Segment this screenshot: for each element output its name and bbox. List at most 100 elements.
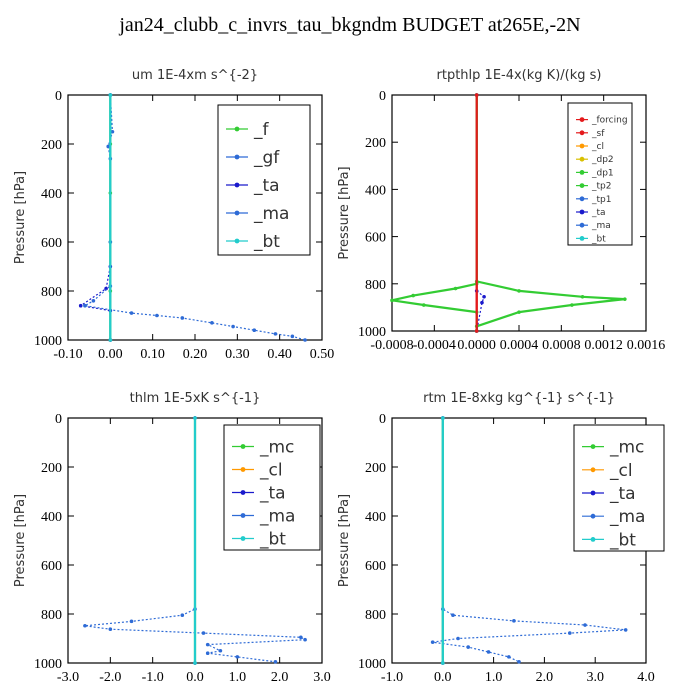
y-tick-label: 200 — [365, 136, 386, 151]
y-tick-label: 200 — [41, 461, 62, 476]
legend-label: _ta — [609, 484, 636, 504]
legend-marker — [240, 444, 246, 449]
data-point — [273, 332, 278, 336]
y-tick-label: 800 — [41, 608, 62, 623]
y-axis-label: Pressure [hPa] — [13, 494, 28, 587]
legend-marker — [579, 196, 585, 202]
data-point — [129, 619, 134, 624]
legend-label: _mc — [609, 438, 644, 458]
x-tick-label: 0.0 — [434, 670, 452, 685]
data-point — [106, 144, 111, 149]
x-tick-label: -3.0 — [57, 670, 79, 685]
data-point — [441, 416, 445, 420]
data-point — [453, 286, 458, 291]
data-point — [235, 655, 240, 659]
data-point — [83, 303, 87, 308]
data-point — [83, 623, 87, 628]
legend-label: _ma — [591, 221, 611, 231]
panel-1: um 1E-4xm s^{-2} Pressure [hPa] -0.10 0.00 0… — [13, 68, 334, 362]
legend-label: _cl — [591, 142, 604, 152]
data-point — [568, 631, 572, 635]
legend-marker — [234, 126, 240, 132]
legend-marker — [234, 210, 240, 216]
data-point — [480, 300, 484, 305]
legend-label: _tp1 — [591, 195, 611, 205]
data-point — [486, 650, 491, 654]
data-point — [507, 655, 511, 659]
legend-box — [217, 104, 311, 256]
y-tick-label: 200 — [365, 461, 386, 476]
y-tick-label: 400 — [41, 187, 62, 202]
legend-marker — [234, 154, 240, 160]
data-point — [517, 289, 521, 293]
y-tick-label: 1000 — [358, 325, 386, 340]
x-tick-label: 0.30 — [225, 347, 250, 362]
x-tick-label: 2.0 — [536, 670, 554, 685]
y-tick-label: 600 — [41, 559, 62, 574]
x-tick-label: 0.0004 — [500, 338, 539, 353]
legend-label: _mc — [259, 438, 294, 458]
legend-label: _gf — [253, 148, 280, 168]
data-point — [482, 294, 486, 299]
legend-marker — [234, 182, 240, 188]
legend-marker — [240, 536, 246, 541]
x-tick-label: 3.0 — [586, 670, 604, 685]
legend-label: _bt — [609, 530, 636, 550]
x-tick-label: 0.0000 — [457, 338, 496, 353]
legend-label: _dp2 — [591, 155, 614, 165]
x-tick-label: 0.00 — [98, 347, 123, 362]
data-point — [205, 642, 210, 647]
x-tick-label: -0.0004 — [413, 338, 456, 353]
series-line-dp1 — [391, 95, 478, 331]
panel-2: rtpthlp 1E-4x(kg K)/(kg s) Pressure [hPa]… — [337, 68, 665, 353]
x-tick-label: -2.0 — [99, 670, 121, 685]
y-tick-label: 400 — [41, 510, 62, 525]
legend-marker — [240, 467, 246, 472]
figure-title: jan24_clubb_c_invrs_tau_bkgndm BUDGET at… — [119, 14, 581, 36]
data-point — [451, 613, 455, 618]
data-point — [570, 303, 574, 307]
data-point — [466, 645, 471, 649]
x-tick-label: 0.20 — [183, 347, 208, 362]
y-axis-label: Pressure [hPa] — [337, 494, 352, 587]
legend-marker — [590, 537, 596, 542]
data-point — [91, 299, 96, 303]
x-tick-label: 0.10 — [140, 347, 165, 362]
data-point — [252, 328, 257, 333]
x-tick-label: -0.0008 — [370, 338, 413, 353]
data-point — [193, 416, 197, 420]
x-tick-label: 1.0 — [485, 670, 503, 685]
x-tick-label: -0.10 — [53, 347, 82, 362]
series-line-cl — [84, 418, 308, 663]
legend-label: _bt — [591, 234, 606, 244]
y-tick-label: 800 — [365, 608, 386, 623]
x-tick-label: 0.0016 — [627, 338, 666, 353]
y-tick-label: 800 — [41, 285, 62, 300]
panel-3: thlm 1E-5xK s^{-1} Pressure [hPa] -3.0 -2.0… — [13, 391, 331, 685]
x-tick-label: 0.0 — [186, 670, 204, 685]
series-line-ta — [79, 95, 111, 340]
y-tick-label: 200 — [41, 138, 62, 153]
x-tick-label: 1.0 — [229, 670, 247, 685]
legend-marker — [590, 444, 596, 449]
data-point — [205, 651, 210, 655]
panel-title: rtm 1E-8xkg kg^{-1} s^{-1} — [423, 391, 615, 406]
legend-label: _bt — [253, 232, 280, 252]
legend-label: _ta — [253, 176, 280, 196]
y-tick-label: 0 — [55, 89, 62, 104]
data-point — [299, 635, 303, 640]
data-point — [290, 334, 295, 339]
x-tick-label: 0.0008 — [542, 338, 581, 353]
panel-4: rtm 1E-8xkg kg^{-1} s^{-1} Pressure [hPa]… — [337, 391, 665, 685]
legend-marker — [579, 222, 585, 228]
data-point — [456, 636, 460, 641]
legend-marker — [234, 238, 240, 244]
data-point — [474, 93, 479, 97]
data-point — [110, 129, 115, 134]
legend-marker — [579, 143, 585, 149]
data-point — [303, 637, 307, 642]
data-point — [104, 286, 108, 291]
data-point — [623, 628, 628, 632]
legend-marker — [240, 490, 246, 495]
